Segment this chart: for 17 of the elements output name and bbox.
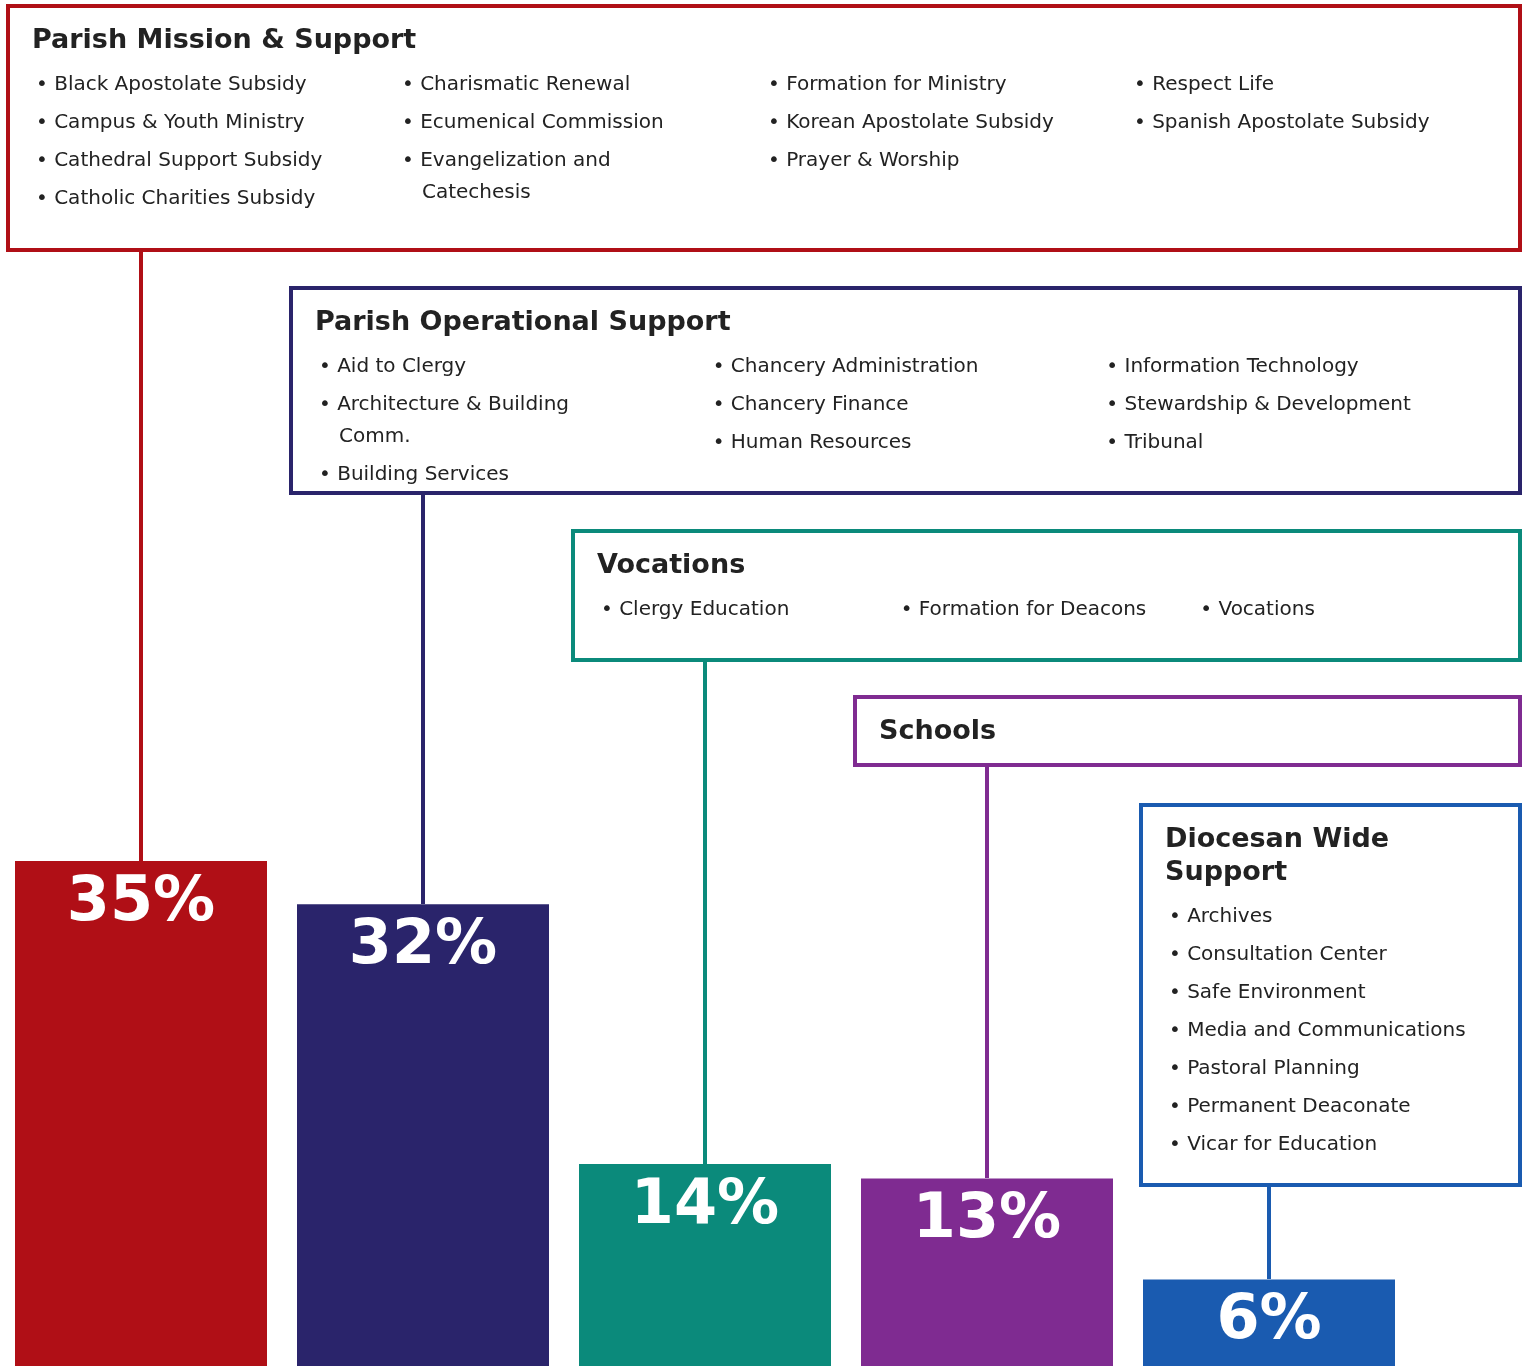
- data-label: 35%: [66, 861, 216, 935]
- annotation: Diocesan Wide Support: [1165, 821, 1391, 887]
- data-label: 6%: [1216, 1279, 1322, 1353]
- callout-box: Parish Mission & Support • Black Apostolate Subsidy • Campus & Youth Ministry • Cathedral Support Subsidy • Catholic Charities Subsidy • Charismatic Renewal • Ecumenical Commission • Evangelization and Catechesis • Formation for Ministry • Korean Apostolate Subsidy • Prayer & Worship • Respect Life • Spanish Apostolate Subsidy: [6, 4, 1522, 252]
- callout-box: Vocations • Clergy Education • Formation for Deacons • Vocations: [571, 529, 1522, 662]
- annotation: • Vicar for Education: [1169, 1130, 1379, 1157]
- data-label: 13%: [912, 1178, 1062, 1252]
- annotation: • Safe Environment: [1169, 978, 1367, 1005]
- data-label: 32%: [348, 904, 498, 978]
- annotation: • Consultation Center: [1169, 940, 1388, 967]
- annotation: • Permanent Deaconate: [1169, 1092, 1412, 1119]
- annotation: • Pastoral Planning: [1169, 1054, 1361, 1081]
- callout-box: Parish Operational Support • Aid to Clergy • Architecture & Building Comm. • Building Services • Chancery Administration • Chancery Finance • Human Resources • Information Technology • Stewardship & Development • Tribunal: [289, 286, 1522, 495]
- callout-box: Schools: [853, 695, 1522, 767]
- annotation: • Media and Communications: [1169, 1016, 1467, 1043]
- annotation: • Archives: [1169, 902, 1274, 929]
- data-label: 14%: [630, 1164, 780, 1238]
